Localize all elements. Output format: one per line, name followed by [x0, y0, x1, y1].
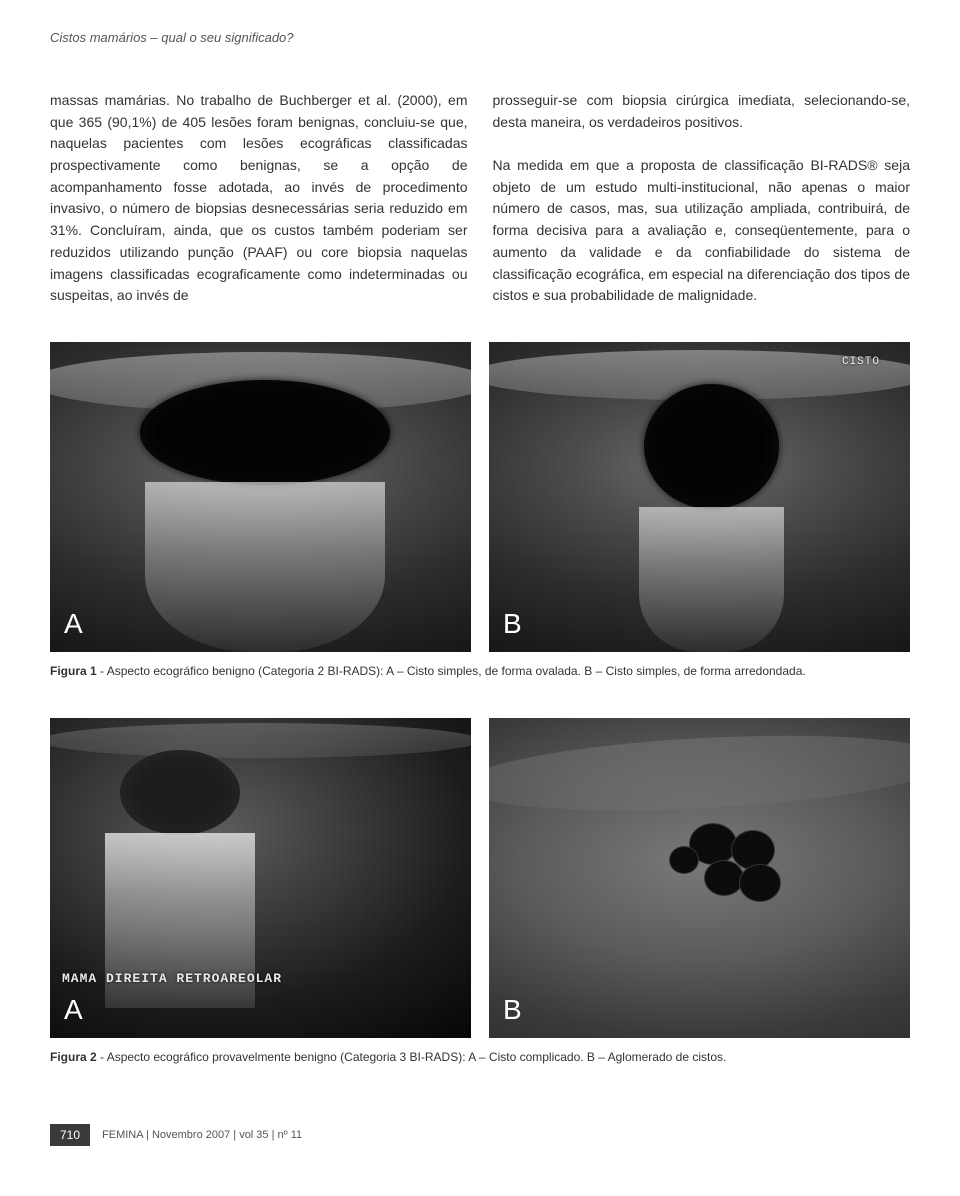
- figure-2-caption: Figura 2 - Aspecto ecográfico provavelme…: [50, 1050, 910, 1064]
- page-footer: 710 FEMINA | Novembro 2007 | vol 35 | nº…: [50, 1124, 910, 1146]
- journal-info: FEMINA | Novembro 2007 | vol 35 | nº 11: [102, 1129, 302, 1141]
- figure-2b-label: B: [503, 994, 522, 1026]
- body-column-right: prosseguir-se com biopsia cirúrgica imed…: [493, 90, 911, 307]
- figure-1-caption: Figura 1 - Aspecto ecográfico benigno (C…: [50, 664, 910, 678]
- running-header: Cistos mamários – qual o seu significado…: [50, 30, 910, 45]
- figure-2-panel-b: B: [489, 718, 910, 1038]
- figure-2a-label: A: [64, 994, 83, 1026]
- body-column-left: massas mamárias. No trabalho de Buchberg…: [50, 90, 468, 307]
- figure-2-panel-a: MAMA DIREITA RETROAREOLAR A: [50, 718, 471, 1038]
- figure-2-caption-text: - Aspecto ecográfico provavelmente benig…: [97, 1050, 727, 1064]
- figure-1-caption-text: - Aspecto ecográfico benigno (Categoria …: [97, 664, 806, 678]
- page-number: 710: [50, 1124, 90, 1146]
- body-columns: massas mamárias. No trabalho de Buchberg…: [50, 90, 910, 307]
- figure-1-caption-bold: Figura 1: [50, 664, 97, 678]
- figure-2-row: MAMA DIREITA RETROAREOLAR A B: [50, 718, 910, 1038]
- figure-1-panel-a: A: [50, 342, 471, 652]
- figure-1-panel-b: CISTO B: [489, 342, 910, 652]
- figure-1b-overlay-text: CISTO: [842, 356, 880, 368]
- figure-1b-label: B: [503, 608, 522, 640]
- figure-1-row: A CISTO B: [50, 342, 910, 652]
- figure-1a-label: A: [64, 608, 83, 640]
- figure-2-caption-bold: Figura 2: [50, 1050, 97, 1064]
- figure-2a-overlay-text: MAMA DIREITA RETROAREOLAR: [62, 971, 282, 986]
